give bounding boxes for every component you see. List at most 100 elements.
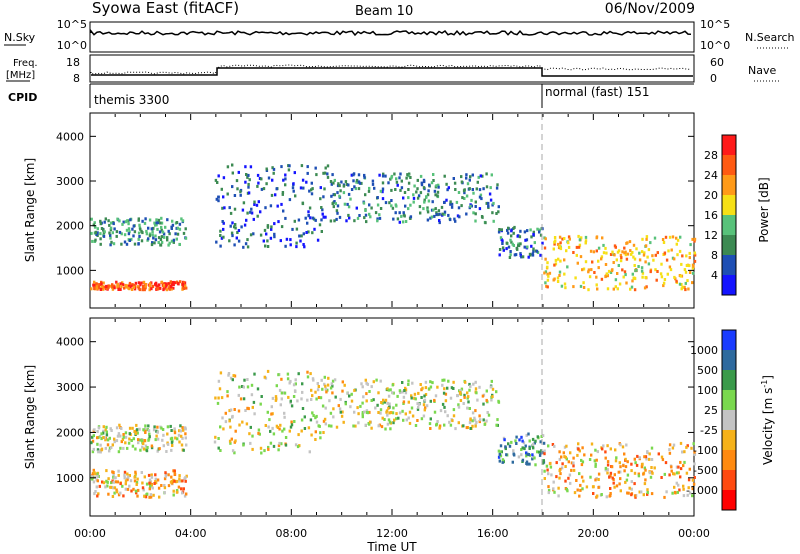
power-echo-cell (143, 288, 146, 292)
power-echo-cell (167, 243, 170, 247)
power-echo-cell (426, 206, 429, 210)
power-echo-cell (420, 183, 424, 187)
velocity-echo-cell (356, 406, 359, 410)
velocity-echo-cell (413, 396, 416, 400)
velocity-echo-cell (568, 473, 572, 477)
power-echo-cell (566, 265, 569, 269)
power-echo-cell (430, 181, 434, 185)
velocity-echo-cell (326, 383, 330, 387)
power-echo-cell (676, 238, 680, 242)
power-echo-cell (249, 210, 252, 214)
velocity-echo-cell (676, 490, 679, 494)
power-echo-cell (588, 275, 592, 279)
power-echo-cell (404, 220, 408, 223)
velocity-echo-cell (147, 429, 151, 433)
power-echo-cell (693, 259, 697, 263)
velocity-echo-cell (474, 424, 477, 428)
power-echo-cell (660, 275, 664, 279)
power-echo-cell (140, 239, 144, 243)
velocity-echo-cell (156, 425, 159, 429)
power-echo-cell (311, 231, 314, 235)
power-colorbar-swatch (722, 255, 736, 276)
velocity-echo-cell (559, 472, 562, 476)
velocity-echo-cell (441, 402, 445, 406)
power-echo-cell (543, 246, 547, 250)
velocity-echo-cell (288, 381, 291, 385)
power-echo-cell (229, 211, 233, 215)
velocity-echo-cell (238, 423, 241, 427)
velocity-echo-cell (99, 450, 102, 454)
power-colorbar-tick: 8 (711, 249, 718, 262)
power-echo-cell (454, 219, 457, 223)
velocity-echo-cell (403, 389, 406, 392)
velocity-echo-cell (297, 433, 300, 437)
velocity-echo-cell (280, 442, 283, 446)
power-echo-cell (637, 265, 640, 268)
power-echo-cell (116, 217, 119, 221)
velocity-echo-cell (417, 405, 420, 409)
power-echo-cell (349, 197, 352, 201)
time-tick-label: 20:00 (577, 527, 609, 540)
power-echo-cell (556, 280, 560, 283)
velocity-echo-cell (278, 388, 282, 392)
power-echo-cell (614, 285, 617, 289)
velocity-echo-cell (163, 484, 166, 487)
velocity-echo-cell (95, 485, 98, 489)
velocity-echo-cell (142, 447, 146, 451)
velocity-echo-cell (690, 446, 693, 450)
velocity-echo-cell (100, 432, 103, 436)
power-echo-cell (99, 288, 102, 291)
velocity-echo-cell (110, 446, 113, 449)
power-echo-cell (132, 283, 136, 287)
velocity-echo-cell (651, 471, 654, 475)
power-echo-cell (333, 178, 336, 182)
power-echo-cell (335, 209, 339, 213)
velocity-echo-cell (134, 472, 137, 476)
velocity-echo-cell (525, 454, 528, 458)
power-echo-cell (595, 283, 598, 287)
velocity-echo-cell (498, 452, 501, 456)
velocity-echo-cell (524, 444, 527, 448)
velocity-echo-cell (164, 471, 167, 475)
velocity-echo-cell (243, 378, 246, 382)
velocity-echo-cell (231, 378, 234, 382)
power-echo-cell (584, 241, 587, 245)
velocity-echo-cell (134, 447, 137, 451)
noise-right-label: N.Search (745, 31, 795, 44)
velocity-echo-cell (143, 494, 146, 498)
velocity-echo-cell (497, 449, 501, 453)
velocity-echo-cell (623, 469, 626, 473)
power-echo-cell (652, 258, 655, 262)
power-echo-cell (246, 245, 250, 249)
power-echo-cell (556, 242, 560, 246)
power-echo-cell (363, 216, 366, 220)
power-echo-cell (121, 283, 125, 287)
velocity-echo-cell (528, 439, 531, 443)
velocity-echo-cell (483, 422, 486, 426)
velocity-echo-cell (618, 482, 621, 486)
power-echo-cell (479, 193, 483, 197)
velocity-echo-cell (677, 465, 680, 469)
power-echo-cell (272, 167, 276, 171)
power-echo-cell (426, 210, 430, 214)
velocity-echo-cell (269, 429, 272, 433)
power-echo-cell (510, 240, 513, 244)
power-echo-cell (96, 227, 99, 231)
velocity-echo-cell (553, 444, 556, 448)
power-echo-cell (391, 206, 395, 210)
freq-tick-high: 18 (66, 56, 80, 69)
power-echo-cell (101, 285, 104, 288)
velocity-echo-cell (644, 455, 648, 459)
power-echo-cell (453, 181, 457, 185)
noise-right-tick-low: 10^0 (700, 39, 730, 52)
velocity-echo-cell (679, 460, 682, 464)
power-echo-cell (226, 192, 229, 196)
power-echo-cell (384, 174, 387, 178)
velocity-echo-cell (141, 486, 145, 490)
velocity-echo-cell (465, 426, 468, 430)
power-echo-cell (407, 181, 411, 185)
power-echo-cell (133, 242, 137, 246)
velocity-echo-cell (446, 414, 449, 418)
power-colorbar-frame (721, 134, 737, 296)
power-echo-cell (621, 250, 624, 254)
